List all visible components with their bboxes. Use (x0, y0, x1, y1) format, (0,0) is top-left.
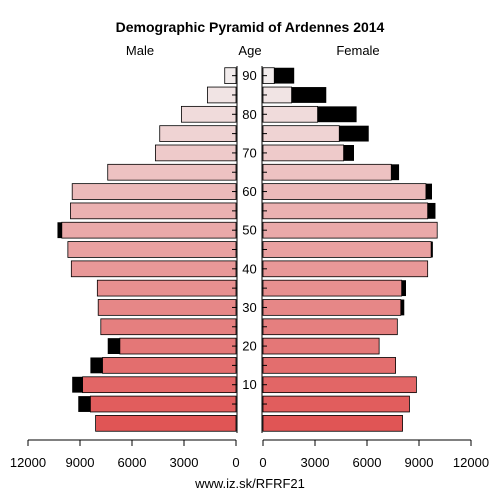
female-bar-60-64 (262, 183, 427, 200)
axes-group: 10 20 30 40 50 60 70 80 90 12000 9000 6000 3000 0 0 300… (10, 66, 489, 470)
female-bar-5-9 (262, 395, 410, 413)
male-bar-55-59 (70, 202, 237, 220)
male-bar-45-49 (67, 241, 237, 258)
male-bar-50-54 (61, 221, 237, 239)
male-bar-60-64 (71, 183, 237, 200)
male-bar-0-4 (95, 415, 237, 432)
female-bar-0-4 (262, 415, 403, 432)
female-label: Female (336, 43, 379, 58)
female-excess-bar-75-79 (339, 125, 369, 142)
male-bar-5-9 (90, 395, 237, 413)
female-bar-15-19 (262, 357, 397, 374)
female-bar-55-59 (262, 202, 429, 220)
female-excess-bar-45-49 (431, 241, 433, 258)
female-excess-bar-60-64 (425, 183, 432, 200)
age-tick-label-30: 30 (242, 300, 256, 315)
female-excess-bar-30-34 (400, 299, 405, 316)
male-x-tick-label-3000: 3000 (170, 455, 199, 470)
male-bar-30-34 (97, 299, 237, 316)
male-bar-80-84 (180, 105, 237, 123)
age-tick-label-60: 60 (242, 184, 256, 199)
female-bar-10-14 (262, 376, 417, 394)
age-tick-label-70: 70 (242, 145, 256, 160)
male-bar-20-24 (119, 337, 237, 355)
female-excess-bar-90+ (274, 67, 295, 84)
male-bar-75-79 (159, 125, 237, 142)
age-tick-label-90: 90 (242, 68, 256, 83)
female-bar-75-79 (262, 125, 340, 142)
male-bar-65-69 (107, 163, 237, 181)
female-bar-40-44 (262, 260, 429, 278)
female-bar-25-29 (262, 318, 398, 336)
male-x-tick-label-6000: 6000 (118, 455, 147, 470)
female-excess-bar-35-39 (401, 280, 406, 297)
male-bar-10-14 (82, 376, 237, 394)
male-x-tick-label-12000: 12000 (10, 455, 46, 470)
male-excess-bar-50-54 (57, 222, 62, 239)
age-label: Age (238, 43, 261, 58)
male-bar-70-74 (154, 144, 237, 162)
age-tick-label-50: 50 (242, 223, 256, 238)
male-bar-35-39 (96, 279, 237, 297)
male-excess-bar-15-19 (90, 357, 103, 374)
female-excess-bar-55-59 (427, 202, 436, 219)
female-x-tick-label-6000: 6000 (353, 455, 382, 470)
female-bar-85-89 (262, 86, 293, 104)
female-bar-45-49 (262, 241, 432, 258)
female-excess-bar-70-74 (343, 145, 354, 161)
female-bar-65-69 (262, 163, 392, 181)
female-excess-bar-85-89 (291, 87, 327, 103)
female-excess-bar-65-69 (391, 164, 400, 181)
female-bar-20-24 (262, 337, 380, 355)
female-x-tick-label-0: 0 (259, 455, 266, 470)
male-bar-15-19 (102, 357, 237, 374)
female-x-tick-label-9000: 9000 (405, 455, 434, 470)
age-tick-label-40: 40 (242, 261, 256, 276)
female-bar-80-84 (262, 105, 318, 123)
male-bar-25-29 (100, 318, 237, 336)
male-bar-85-89 (206, 86, 237, 104)
age-tick-label-20: 20 (242, 339, 256, 354)
age-tick-label-10: 10 (242, 377, 256, 392)
female-x-tick-label-12000: 12000 (453, 455, 489, 470)
female-bar-35-39 (262, 279, 403, 297)
male-x-tick-label-9000: 9000 (66, 455, 95, 470)
male-excess-bar-20-24 (107, 338, 120, 354)
age-tick-label-80: 80 (242, 107, 256, 122)
male-x-tick-label-0: 0 (232, 455, 239, 470)
female-x-tick-label-3000: 3000 (301, 455, 330, 470)
female-excess-bar-80-84 (317, 106, 357, 123)
male-bar-40-44 (70, 260, 237, 278)
male-excess-bar-5-9 (78, 396, 91, 412)
female-bar-70-74 (262, 144, 344, 162)
female-bar-30-34 (262, 299, 402, 316)
bars-group (57, 67, 438, 432)
male-excess-bar-10-14 (72, 376, 83, 393)
chart-title: Demographic Pyramid of Ardennes 2014 (116, 19, 385, 35)
female-bar-50-54 (262, 221, 438, 239)
male-label: Male (126, 43, 154, 58)
footer-url: www.iz.sk/RFRF21 (194, 476, 305, 491)
